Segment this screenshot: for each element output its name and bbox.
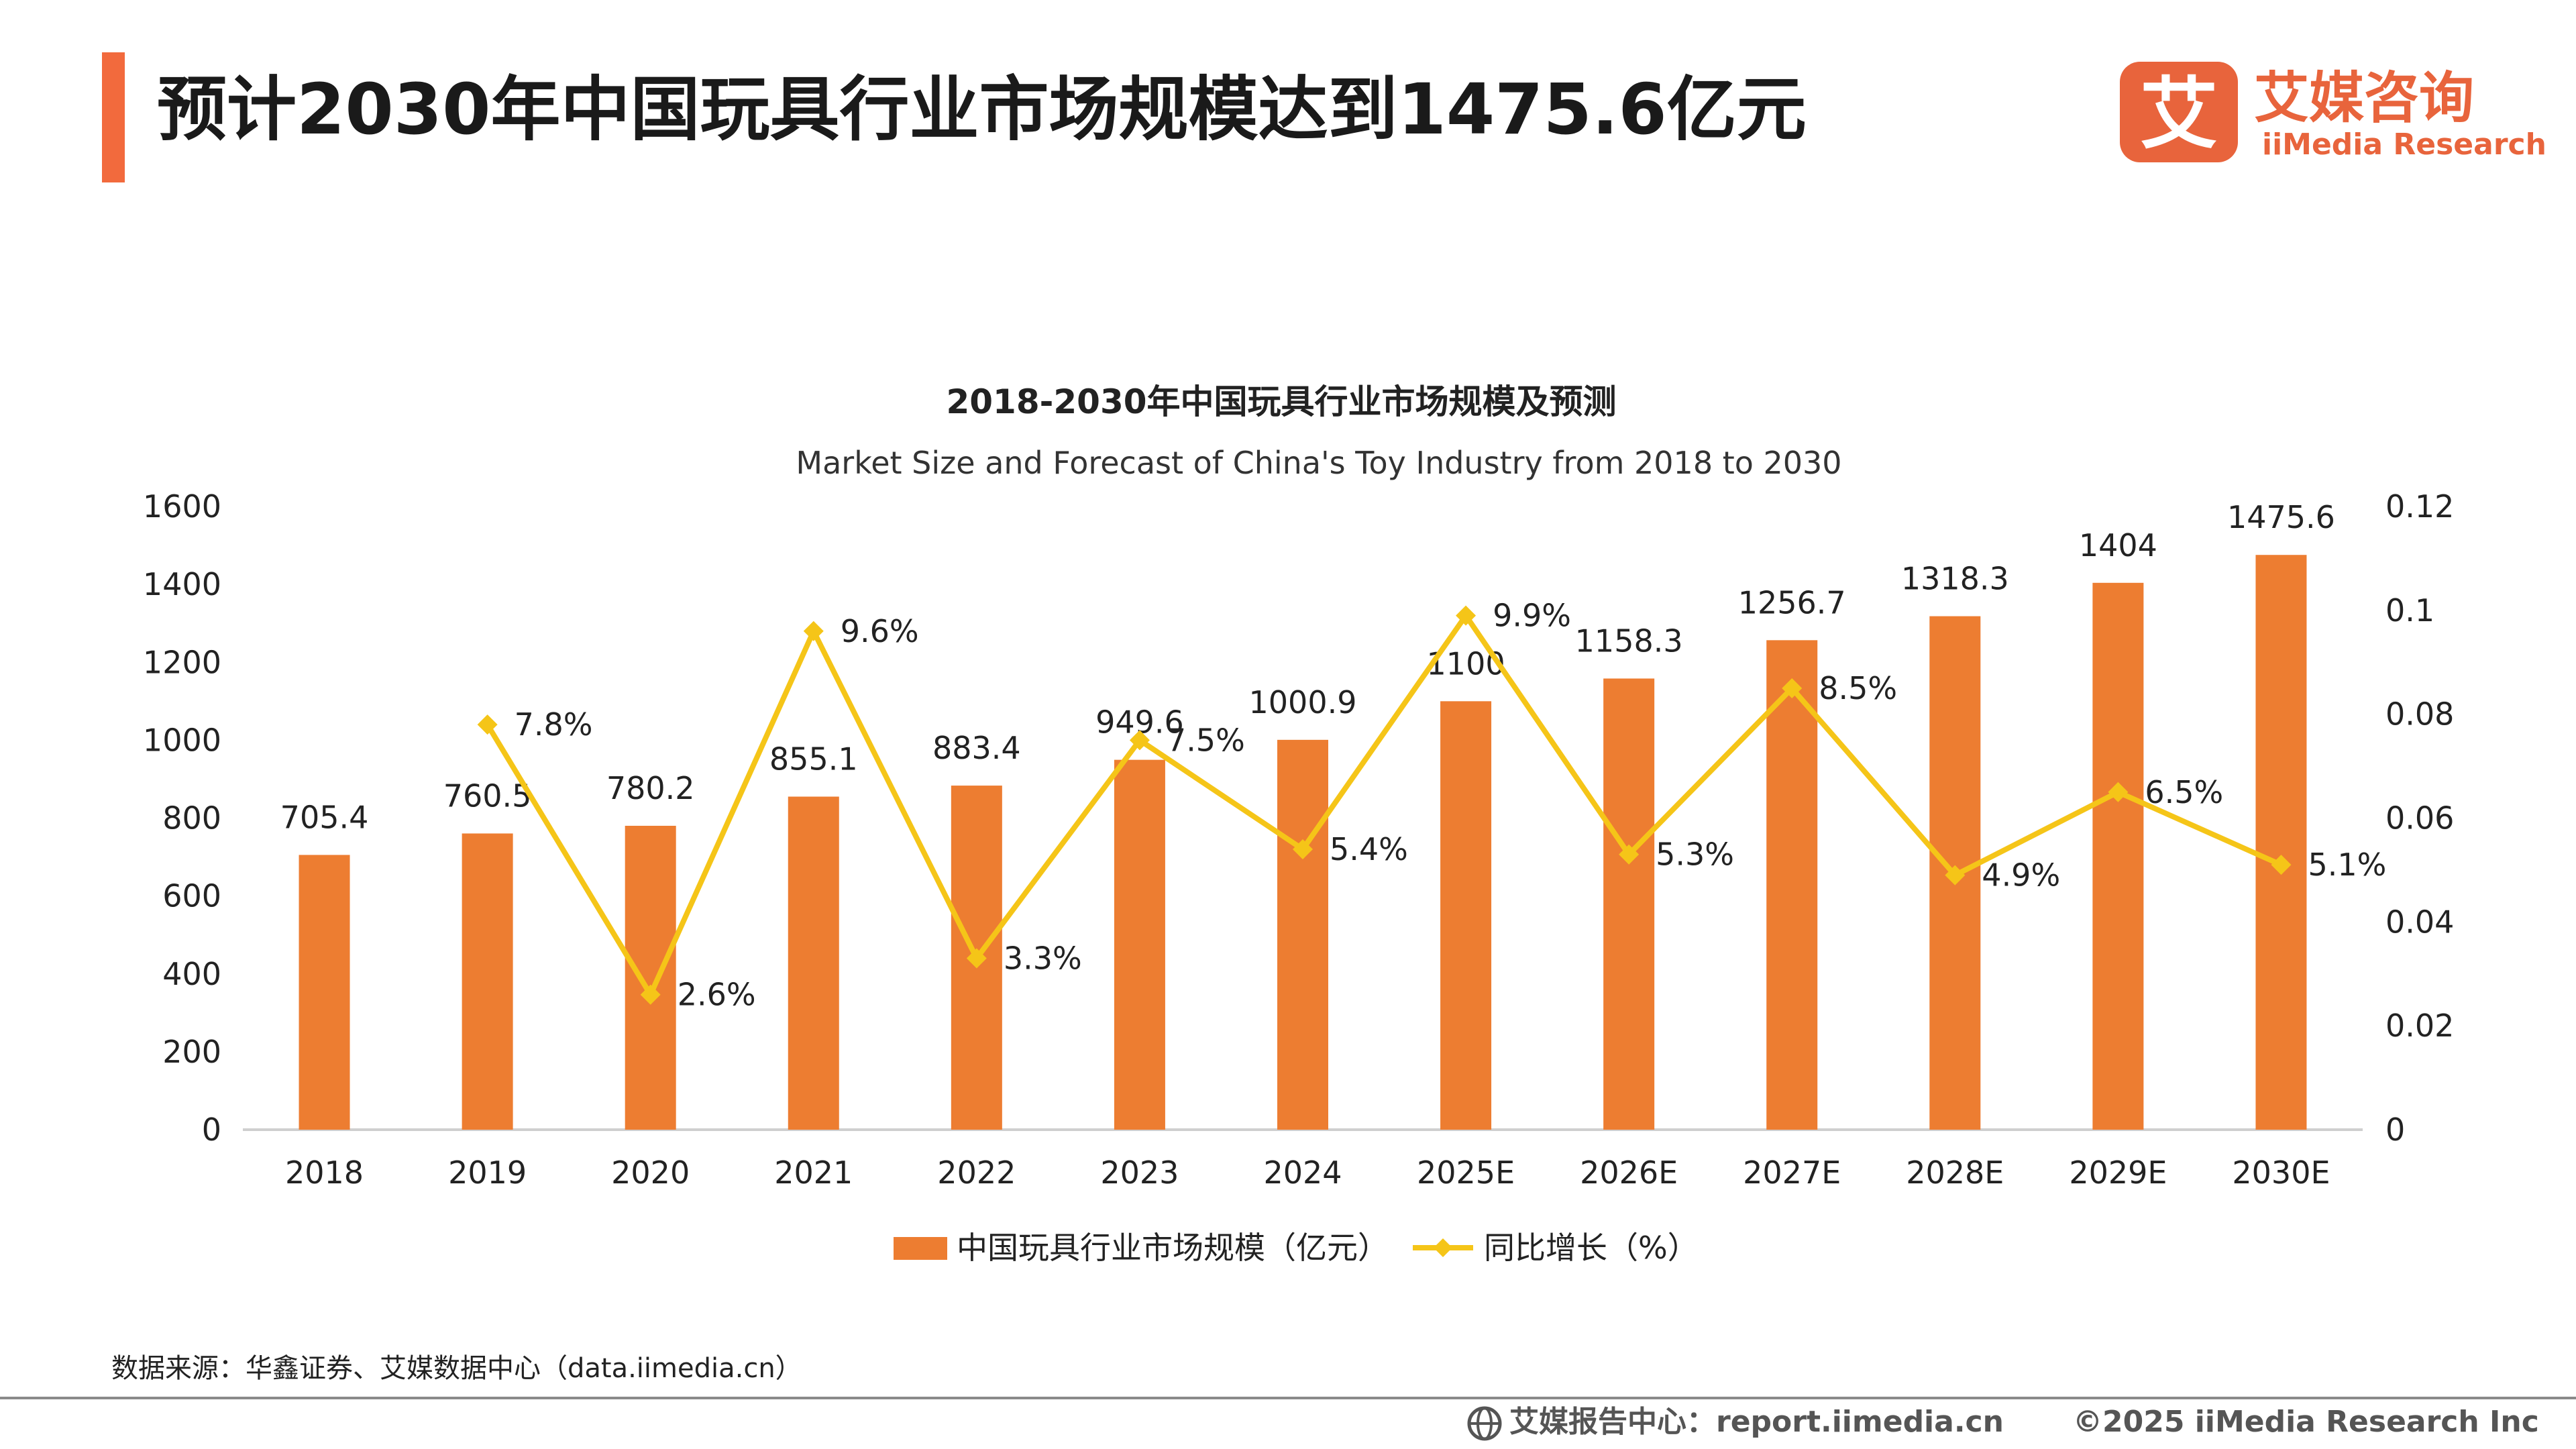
bar-value-label: 1158.3: [1575, 623, 1683, 659]
x-tick-label: 2023: [1100, 1155, 1179, 1191]
growth-line-series: [485, 612, 2283, 998]
x-tick-label: 2026E: [1580, 1155, 1678, 1191]
title-accent-bar: [102, 52, 125, 182]
footer-report-text: 艾媒报告中心：report.iimedia.cn: [1509, 1405, 2004, 1439]
page-title: 预计2030年中国玩具行业市场规模达到1475.6亿元: [157, 68, 1807, 150]
growth-value-label: 5.3%: [1656, 837, 1734, 873]
logo-icon: 艾: [2120, 62, 2238, 162]
chart: 2018-2030年中国玩具行业市场规模及预测 Market Size and …: [143, 382, 2455, 1266]
growth-point: [966, 948, 987, 969]
growth-value-label: 6.5%: [2145, 774, 2223, 810]
chart-subtitle: Market Size and Forecast of China's Toy …: [796, 445, 1841, 481]
growth-value-label: 2.6%: [678, 977, 756, 1013]
y-left-tick-label: 1400: [143, 566, 221, 602]
bar: [462, 833, 513, 1130]
globe-icon: [1467, 1406, 1502, 1441]
x-tick-label: 2029E: [2069, 1155, 2167, 1191]
x-tick-label: 2027E: [1743, 1155, 1841, 1191]
growth-point: [1129, 730, 1150, 751]
bar: [1766, 640, 1818, 1130]
x-tick-label: 2019: [448, 1155, 527, 1191]
data-source: 数据来源：华鑫证券、艾媒数据中心（data.iimedia.cn）: [111, 1353, 802, 1384]
y-right-tick-label: 0.02: [2385, 1008, 2454, 1044]
bar-value-label: 883.4: [932, 730, 1021, 766]
bar: [625, 825, 676, 1130]
growth-value-label: 3.3%: [1004, 941, 1082, 977]
growth-point: [640, 984, 661, 1005]
x-tick-label: 2024: [1263, 1155, 1342, 1191]
y-left-tick-label: 1600: [143, 488, 221, 525]
y-right-tick-label: 0.08: [2385, 696, 2454, 733]
bar-value-label: 1256.7: [1738, 584, 1846, 621]
y-left-tick-label: 1000: [143, 722, 221, 758]
x-tick-label: 2025E: [1417, 1155, 1515, 1191]
chart-legend: 中国玩具行业市场规模（亿元） 同比增长（%）: [894, 1230, 1699, 1266]
y-right-tick-label: 0.1: [2385, 592, 2434, 629]
bar-value-label: 705.4: [280, 799, 369, 835]
footer-copyright: ©2025 iiMedia Research Inc: [2073, 1405, 2539, 1439]
bar-value-label: 1404: [2079, 527, 2157, 564]
bar-value-label: 760.5: [443, 777, 532, 814]
logo-name-en: iiMedia Research: [2262, 127, 2546, 162]
bar: [1440, 701, 1492, 1130]
growth-point: [1456, 605, 1477, 626]
chart-title: 2018-2030年中国玩具行业市场规模及预测: [946, 382, 1616, 421]
x-tick-label: 2022: [937, 1155, 1016, 1191]
growth-value-label: 7.8%: [515, 706, 593, 743]
growth-point: [477, 714, 498, 735]
x-tick-label: 2020: [611, 1155, 690, 1191]
growth-point: [1945, 865, 1966, 885]
bar: [2255, 555, 2307, 1130]
brand-logo: 艾 艾媒咨询 iiMedia Research: [2120, 62, 2546, 169]
growth-point: [803, 621, 824, 641]
growth-value-label: 9.6%: [841, 613, 919, 649]
growth-value-label: 4.9%: [1982, 857, 2060, 894]
growth-value-label: 9.9%: [1493, 598, 1571, 634]
logo-name-cn: 艾媒咨询: [2254, 66, 2475, 130]
logo-icon-char: 艾: [2140, 69, 2218, 160]
logo-icon-bg: [2120, 62, 2238, 162]
x-tick-label: 2028E: [1906, 1155, 2004, 1191]
growth-point: [1782, 678, 1803, 698]
bar: [788, 796, 839, 1130]
bar-value-label: 780.2: [606, 770, 695, 806]
y-right-tick-label: 0: [2385, 1112, 2405, 1148]
growth-point: [1619, 844, 1640, 865]
bar: [2092, 582, 2144, 1130]
bar-value-label: 855.1: [769, 741, 858, 777]
x-tick-label: 2018: [285, 1155, 364, 1191]
growth-point: [1293, 839, 1313, 859]
footer-divider: [0, 1397, 2576, 1399]
y-right-tick-label: 0.12: [2385, 488, 2454, 525]
growth-point: [2108, 782, 2129, 802]
growth-value-label: 8.5%: [1819, 670, 1897, 706]
legend-line-label: 同比增长（%）: [1484, 1230, 1699, 1266]
bar-value-label: 1318.3: [1901, 561, 2009, 597]
growth-value-label: 5.1%: [2308, 847, 2386, 883]
y-left-tick-label: 0: [202, 1112, 221, 1148]
legend-bar-swatch: [894, 1237, 947, 1260]
bar-value-label: 1000.9: [1249, 684, 1357, 720]
y-right-tick-label: 0.06: [2385, 800, 2454, 837]
bar: [1114, 759, 1165, 1130]
y-left-tick-label: 200: [162, 1034, 221, 1070]
growth-value-label: 7.5%: [1167, 722, 1245, 758]
legend-bar-label: 中国玩具行业市场规模（亿元）: [957, 1230, 1389, 1266]
bar: [1277, 739, 1328, 1130]
bar-value-label: 1475.6: [2227, 499, 2335, 535]
footer-report-center: 艾媒报告中心：report.iimedia.cn: [1466, 1402, 2004, 1442]
x-tick-label: 2030E: [2232, 1155, 2330, 1191]
y-left-tick-label: 600: [162, 878, 221, 914]
legend-line-marker: [1434, 1238, 1452, 1257]
y-left-tick-label: 1200: [143, 644, 221, 680]
x-tick-label: 2021: [774, 1155, 853, 1191]
y-left-tick-label: 400: [162, 956, 221, 992]
bar: [299, 855, 350, 1130]
bar: [1603, 678, 1655, 1130]
growth-point: [2271, 855, 2292, 875]
growth-value-label: 5.4%: [1330, 831, 1408, 867]
y-right-tick-label: 0.04: [2385, 904, 2454, 940]
y-left-tick-label: 800: [162, 800, 221, 837]
